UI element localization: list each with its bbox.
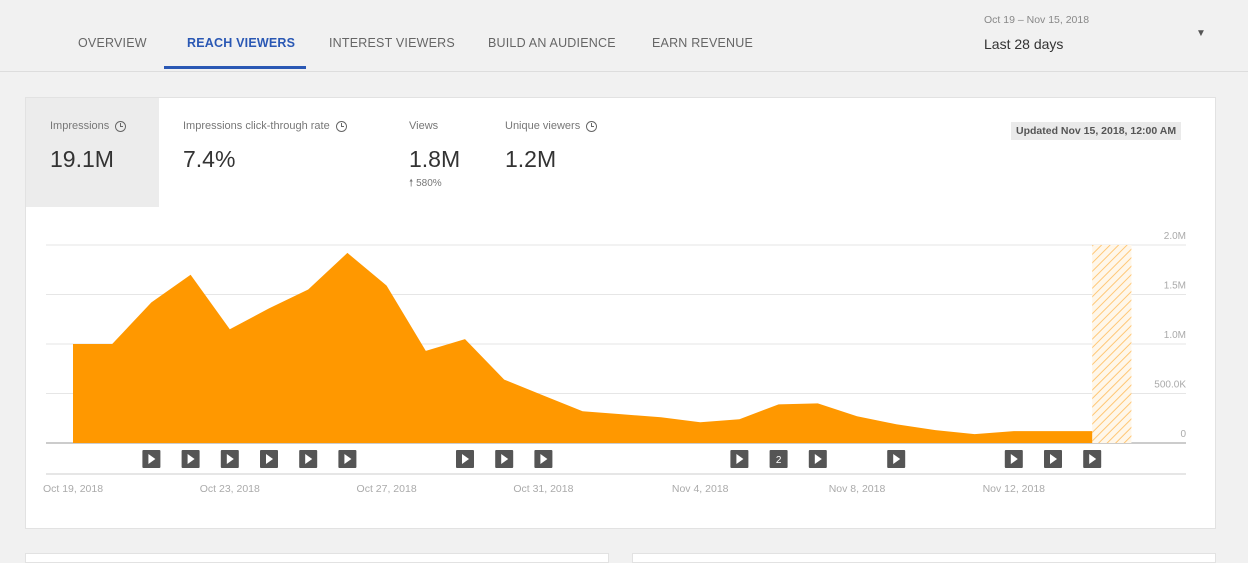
x-tick-label: Nov 4, 2018: [672, 483, 729, 495]
metric-value: 1.2M: [505, 146, 557, 172]
date-range-label: Last 28 days: [984, 36, 1064, 52]
play-icon: [344, 454, 352, 464]
play-icon: [814, 454, 822, 464]
y-tick-label: 1.0M: [1164, 330, 1186, 341]
play-icon: [148, 454, 156, 464]
tab-build-an-audience[interactable]: BUILD AN AUDIENCE: [488, 36, 616, 50]
lower-card-left: [25, 553, 609, 563]
play-icon: [501, 454, 509, 464]
play-icon: [187, 454, 195, 464]
metric-delta: 580%: [416, 178, 442, 189]
video-marker[interactable]: [299, 450, 318, 468]
play-icon: [1010, 454, 1018, 464]
video-marker[interactable]: [1004, 450, 1023, 468]
video-marker-count: 2: [776, 455, 782, 466]
metric-views[interactable]: Views 1.8M 🠕 580%: [379, 98, 479, 207]
video-marker[interactable]: [495, 450, 514, 468]
video-marker[interactable]: [142, 450, 161, 468]
play-icon: [1089, 454, 1097, 464]
tab-earn-revenue[interactable]: EARN REVENUE: [652, 36, 754, 50]
x-tick-label: Oct 31, 2018: [513, 483, 573, 495]
video-marker[interactable]: [1044, 450, 1062, 468]
video-marker[interactable]: [260, 450, 278, 468]
play-icon: [1050, 454, 1057, 464]
video-marker-box: [769, 450, 788, 468]
active-tab-indicator: [164, 66, 306, 69]
video-marker[interactable]: [220, 450, 239, 468]
metric-label: Unique viewers: [505, 120, 581, 132]
video-marker[interactable]: [534, 450, 553, 468]
metric-unique-viewers[interactable]: Unique viewers 1.2M: [479, 98, 639, 207]
video-marker[interactable]: [338, 450, 357, 468]
metric-label: Impressions click-through rate: [183, 120, 330, 132]
dropdown-caret-icon[interactable]: ▼: [1196, 28, 1206, 39]
x-tick-label: Nov 12, 2018: [983, 483, 1046, 495]
video-marker[interactable]: 2: [769, 450, 788, 468]
play-icon: [305, 454, 313, 464]
play-icon: [540, 454, 548, 464]
play-icon: [226, 454, 234, 464]
video-marker[interactable]: [181, 450, 200, 468]
x-tick-label: Oct 27, 2018: [357, 483, 417, 495]
y-tick-label: 0: [1180, 429, 1186, 440]
video-marker[interactable]: [730, 450, 749, 468]
x-tick-label: Nov 8, 2018: [829, 483, 886, 495]
metric-impressions[interactable]: Impressions 19.1M: [26, 98, 159, 207]
tab-overview[interactable]: OVERVIEW: [78, 36, 147, 50]
tab-interest-viewers[interactable]: INTEREST VIEWERS: [329, 36, 455, 50]
analytics-card: Impressions 19.1M Impressions click-thro…: [25, 97, 1216, 529]
play-icon: [462, 454, 469, 464]
tab-reach-viewers[interactable]: REACH VIEWERS: [187, 36, 296, 50]
y-tick-label: 2.0M: [1164, 231, 1186, 242]
y-tick-label: 500.0K: [1154, 380, 1186, 391]
metric-ctr[interactable]: Impressions click-through rate 7.4%: [159, 98, 379, 207]
metric-value: 19.1M: [50, 146, 114, 172]
play-icon: [736, 454, 744, 464]
video-marker[interactable]: [808, 450, 827, 468]
video-marker[interactable]: [887, 450, 906, 468]
metric-value: 1.8M: [409, 146, 461, 172]
metric-value: 7.4%: [183, 146, 236, 172]
clock-icon: [115, 120, 127, 132]
play-icon: [266, 454, 273, 464]
metric-label: Impressions: [50, 120, 110, 132]
arrow-up-icon: 🠕: [409, 178, 414, 189]
metric-label: Views: [409, 120, 439, 132]
x-tick-label: Oct 19, 2018: [43, 483, 103, 495]
clock-icon: [586, 120, 598, 132]
video-marker[interactable]: [456, 450, 474, 468]
impressions-area: [73, 252, 1093, 443]
y-tick-label: 1.5M: [1164, 281, 1186, 292]
play-icon: [893, 454, 901, 464]
clock-icon: [335, 120, 347, 132]
updated-timestamp: Updated Nov 15, 2018, 12:00 AM: [1011, 122, 1182, 140]
date-range-text: Oct 19 – Nov 15, 2018: [984, 14, 1090, 26]
date-range-picker[interactable]: Oct 19 – Nov 15, 2018 Last 28 days: [984, 14, 1089, 52]
tab-bar: OVERVIEW REACH VIEWERS INTEREST VIEWERS …: [0, 0, 1248, 72]
impressions-chart: 2.0M 1.5M 1.0M 500.0K 0 2 Oct 19, 2018 Oct 23…: [43, 231, 1187, 495]
video-marker[interactable]: [1083, 450, 1102, 468]
lower-card-right: [632, 553, 1216, 563]
incomplete-data-region: [1092, 245, 1132, 443]
x-tick-label: Oct 23, 2018: [200, 483, 260, 495]
